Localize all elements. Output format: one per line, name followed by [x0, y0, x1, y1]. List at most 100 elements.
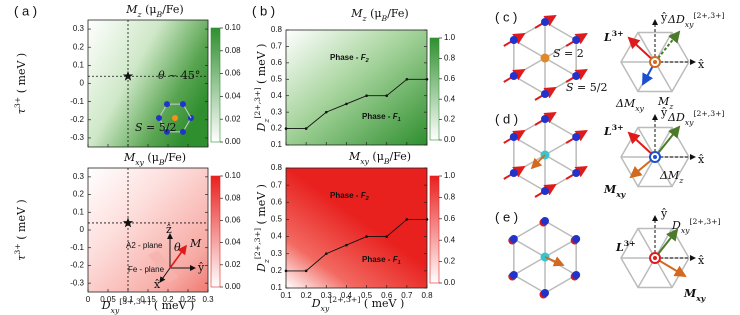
- x-tick-label: 0.6: [381, 291, 393, 300]
- text-segment: z: [137, 10, 143, 19]
- atom: [541, 217, 549, 225]
- vector-label: L3+: [603, 29, 624, 45]
- lattice-bond: [513, 256, 546, 276]
- x-tick-label: 0.7: [401, 291, 413, 300]
- atom: [509, 133, 518, 141]
- text-segment: S: [135, 121, 143, 134]
- inset-label: S = 5/2: [135, 121, 176, 134]
- axis-label: τ3+ ( meV ): [13, 199, 29, 260]
- y-tick-label: 0.2: [271, 266, 283, 275]
- text-segment: ΔD: [667, 13, 685, 26]
- text-segment: 3+: [13, 97, 22, 108]
- annotation: θ ~ 45°: [158, 69, 200, 82]
- atom: [541, 289, 549, 297]
- text-segment: 1: [398, 260, 401, 266]
- axis-label: Dxy[3+,3+] ( meV ): [101, 297, 195, 315]
- atom: [541, 115, 549, 123]
- colorbar-tick-label: 0.4: [444, 94, 456, 103]
- text-segment: 3+: [13, 243, 22, 254]
- phase-boundary: [286, 218, 427, 272]
- y-tick-label: 0.4: [271, 91, 283, 100]
- vector-label: ΔMxy: [615, 97, 645, 113]
- y-tick-label: 0.3: [73, 172, 85, 181]
- text-segment: ΔD: [667, 111, 685, 124]
- atom: [541, 187, 549, 195]
- y-tick-label: -0.2: [70, 115, 84, 124]
- colorbar-tick-label: 0.6: [444, 74, 456, 83]
- center-dot: [653, 60, 657, 64]
- boundary-point: [405, 77, 409, 81]
- boundary-point: [284, 269, 288, 273]
- atom: [180, 128, 186, 135]
- text-segment: 2: [365, 58, 370, 64]
- text-segment: xy: [635, 104, 644, 113]
- text-segment: 2: [365, 196, 370, 202]
- axis-name: x̂: [154, 278, 161, 291]
- boundary-point: [385, 94, 389, 98]
- text-segment: /Fe): [165, 151, 187, 164]
- y-tick-label: 0: [80, 225, 85, 234]
- colorbar-tick-label: 0.0: [444, 135, 456, 144]
- y-tick-label: 0.4: [271, 232, 283, 241]
- atom: [509, 72, 518, 80]
- y-tick-label: 0.8: [271, 163, 283, 172]
- boundary-point: [365, 94, 368, 98]
- text-segment: ΔM: [659, 169, 680, 182]
- text-segment: [2+,3+]: [693, 109, 724, 118]
- y-tick-label: 0.5: [271, 74, 283, 83]
- text-segment: Phase -: [362, 255, 393, 264]
- text-segment: (μ: [142, 3, 157, 16]
- panel-label: ( e ): [495, 209, 518, 224]
- x-tick-label: 0.05: [100, 295, 116, 304]
- text-segment: xy: [695, 294, 706, 303]
- colorbar-tick-label: 0.02: [225, 114, 241, 123]
- text-segment: [2+,3+]: [690, 217, 721, 226]
- plot-title: Mxy (μB/Fe): [123, 151, 186, 167]
- x-tick-label: 0.2: [162, 295, 174, 304]
- y-tick-label: 0.6: [271, 197, 283, 206]
- text-segment: = 2: [561, 47, 584, 60]
- text-segment: xy: [615, 190, 626, 199]
- colorbar-tick-label: 0.6: [444, 214, 456, 223]
- text-segment: /Fe): [390, 150, 412, 163]
- vector-label: Mz: [657, 95, 674, 111]
- vector-label: L3+: [603, 123, 624, 139]
- plot-frame: [285, 29, 428, 146]
- lattice-bond: [513, 136, 546, 156]
- axis-label: Dz[2+,3+] ( meV ): [253, 44, 271, 133]
- colorbar-tick-label: 0.4: [444, 235, 456, 244]
- colorbar-tick-label: 0.2: [444, 257, 456, 266]
- vector-label: Dxy[2+,3+]: [671, 217, 721, 235]
- atom: [172, 115, 178, 121]
- text-segment: F: [361, 53, 367, 62]
- vector-label: ΔDxy[2+,3+]: [667, 109, 725, 127]
- colorbar-tick-label: 0.10: [225, 23, 241, 32]
- y-tick-label: -0.3: [70, 278, 84, 287]
- x-tick-label: 0.3: [202, 295, 214, 304]
- plane-label: A2 - plane: [126, 241, 163, 250]
- vector-label: Mxy: [683, 287, 706, 303]
- boundary-point: [425, 218, 429, 221]
- atom: [541, 90, 549, 98]
- atom: [572, 235, 581, 243]
- x-tick-label: 0.1: [122, 295, 134, 304]
- y-tick-label: 0.1: [73, 60, 85, 69]
- y-tick-label: -0.1: [70, 243, 84, 252]
- text-segment: D: [671, 219, 681, 232]
- text-segment: ( meV ): [255, 44, 268, 88]
- text-segment: B: [156, 10, 163, 19]
- axis-label: Dz[2+,3+] ( meV ): [253, 184, 271, 273]
- boundary-point: [284, 127, 288, 130]
- text-segment: z: [262, 258, 271, 264]
- text-segment: xy: [135, 158, 144, 167]
- text-segment: τ: [15, 254, 28, 261]
- text-segment: z: [362, 14, 368, 23]
- text-segment: 3+: [624, 239, 636, 248]
- text-segment: L: [615, 241, 624, 254]
- atom: [572, 36, 581, 44]
- text-segment: θ: [158, 69, 165, 82]
- y-tick-label: 0.5: [271, 215, 283, 224]
- axis-name: ŷ: [660, 106, 668, 119]
- star-marker: [122, 217, 134, 228]
